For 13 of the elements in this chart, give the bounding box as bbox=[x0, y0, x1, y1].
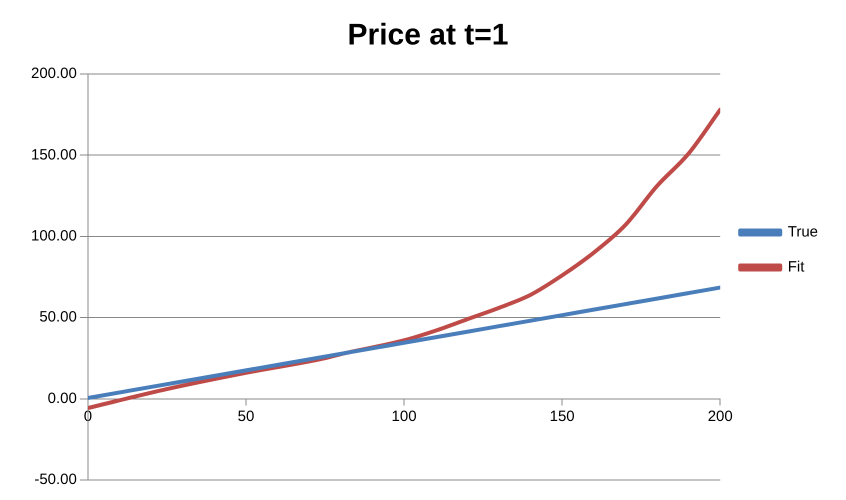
y-tick-label: -50.00 bbox=[34, 471, 77, 488]
legend-label: True bbox=[788, 224, 818, 241]
x-tick-label: 50 bbox=[238, 408, 254, 425]
y-tick-label: 200.00 bbox=[30, 65, 77, 82]
x-tick-label: 150 bbox=[550, 408, 575, 425]
x-tick-label: 100 bbox=[392, 408, 417, 425]
x-tick-label: 200 bbox=[708, 408, 733, 425]
legend-label: Fit bbox=[788, 258, 806, 276]
y-tick-label: 50.00 bbox=[39, 308, 77, 326]
y-tick-label: 0.00 bbox=[48, 390, 77, 407]
y-tick-label: 150.00 bbox=[30, 146, 77, 164]
y-tick-label: 100.00 bbox=[30, 228, 77, 245]
chart-title: Price at t=1 bbox=[348, 18, 508, 52]
